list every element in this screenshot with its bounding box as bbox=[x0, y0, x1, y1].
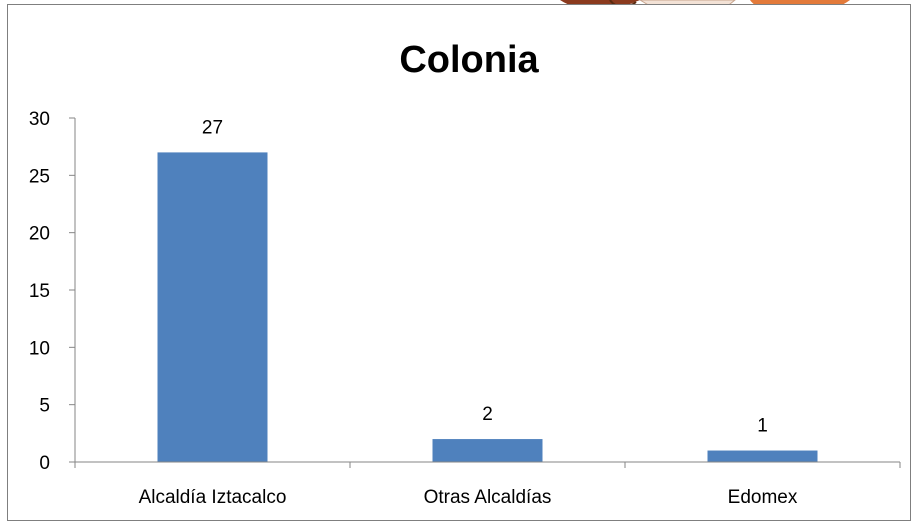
bar bbox=[157, 152, 268, 462]
y-tick-label: 5 bbox=[39, 396, 50, 417]
x-tick-label: Alcaldía Iztacalco bbox=[139, 487, 287, 508]
x-axis bbox=[74, 461, 901, 468]
y-tick-label: 0 bbox=[39, 453, 50, 474]
chart-title: Colonia bbox=[399, 39, 539, 81]
bars bbox=[157, 152, 818, 462]
bar bbox=[432, 439, 543, 462]
x-tick-label: Otras Alcaldías bbox=[424, 487, 552, 508]
y-tick-label: 15 bbox=[29, 281, 50, 302]
bar bbox=[707, 450, 818, 462]
data-label: 27 bbox=[202, 117, 223, 138]
category-labels: Alcaldía Iztacalco Otras Alcaldías Edomex bbox=[139, 487, 798, 508]
y-tick-label: 30 bbox=[29, 109, 50, 130]
data-label: 1 bbox=[757, 416, 768, 437]
y-tick-label: 25 bbox=[29, 166, 50, 187]
y-tick-label: 20 bbox=[29, 224, 50, 245]
y-tick-label: 10 bbox=[29, 338, 50, 359]
x-tick-label: Edomex bbox=[728, 487, 798, 508]
y-axis: 0 5 10 15 20 25 30 bbox=[29, 109, 76, 474]
data-label: 2 bbox=[482, 404, 493, 425]
data-labels: 27 2 1 bbox=[202, 117, 768, 436]
